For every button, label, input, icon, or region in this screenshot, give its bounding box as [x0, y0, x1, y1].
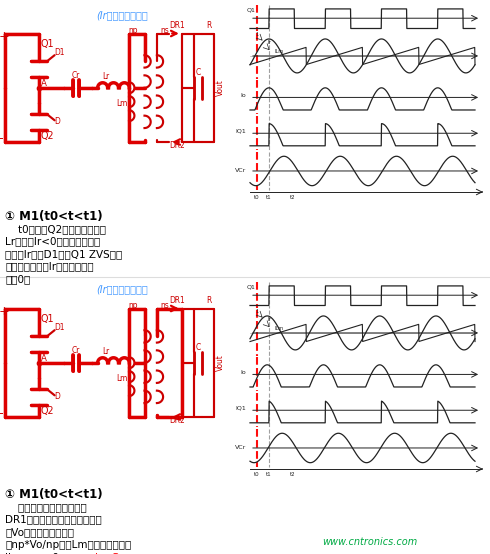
Text: IQ1: IQ1: [235, 406, 246, 411]
Text: t1: t1: [266, 472, 272, 477]
Text: 小到0。: 小到0。: [5, 274, 30, 284]
Text: DR2: DR2: [170, 141, 185, 150]
Text: Io: Io: [240, 370, 246, 375]
Text: (Ir从左向右为正）: (Ir从左向右为正）: [96, 10, 148, 20]
Text: DR1导通，副边电压即为输出电: DR1导通，副边电压即为输出电: [5, 515, 102, 525]
Text: D: D: [54, 392, 60, 401]
Text: ① M1(t0<t<t1): ① M1(t0<t<t1): [5, 488, 102, 501]
Text: t0: t0: [254, 195, 260, 200]
Text: Ir: Ir: [268, 317, 271, 322]
Text: Q1: Q1: [246, 7, 255, 12]
Text: t2: t2: [290, 472, 295, 477]
Text: -: -: [0, 132, 3, 145]
Text: 创造条件，并且Ir以正弦规律减: 创造条件，并且Ir以正弦规律减: [5, 261, 94, 271]
Text: Cr: Cr: [72, 346, 80, 355]
Text: DR2: DR2: [170, 416, 185, 424]
Text: 压Vo，则原边电压即为: 压Vo，则原边电压即为: [5, 527, 74, 537]
Text: t2: t2: [290, 195, 295, 200]
Text: Vout: Vout: [216, 355, 225, 371]
Text: ① M1(t0<t<t1): ① M1(t0<t<t1): [5, 210, 102, 223]
Text: 1: 1: [255, 309, 259, 314]
Text: （np*Vo/np），Lm上电压为定値，: （np*Vo/np），Lm上电压为定値，: [5, 540, 131, 550]
Text: DR1: DR1: [170, 21, 185, 30]
Text: t0时刻，Q2恰好关断，此时: t0时刻，Q2恰好关断，此时: [5, 224, 106, 234]
Text: A: A: [41, 79, 47, 88]
Text: Lm: Lm: [117, 374, 128, 383]
Text: Lr: Lr: [102, 347, 110, 356]
Text: D: D: [54, 117, 60, 126]
Text: ns: ns: [160, 301, 169, 310]
Text: np: np: [129, 26, 138, 35]
Text: R: R: [206, 296, 212, 305]
Text: D1: D1: [54, 322, 65, 332]
Text: 由电磁感应定律知，副边: 由电磁感应定律知，副边: [5, 502, 87, 512]
Text: +: +: [0, 305, 9, 318]
Text: D1: D1: [54, 48, 65, 57]
Text: VCr: VCr: [235, 445, 246, 450]
Text: VCr: VCr: [235, 168, 246, 173]
Text: Io: Io: [240, 93, 246, 98]
Text: Cr: Cr: [72, 71, 80, 80]
Text: Q2: Q2: [41, 406, 54, 416]
Text: Q1: Q1: [41, 314, 54, 324]
Text: A: A: [41, 353, 47, 363]
Text: R: R: [206, 21, 212, 30]
Text: Lm: Lm: [117, 99, 128, 107]
Text: ILm: ILm: [274, 326, 284, 331]
Text: www.cntronics.com: www.cntronics.com: [322, 537, 417, 547]
Text: 1: 1: [255, 32, 259, 37]
Text: Lr的电流Ir<0（从左向右记为: Lr的电流Ir<0（从左向右记为: [5, 237, 100, 247]
Text: Q2: Q2: [41, 131, 54, 141]
Text: 正）。Ir流经D1，为Q1 ZVS开通: 正）。Ir流经D1，为Q1 ZVS开通: [5, 249, 122, 259]
Text: C: C: [196, 68, 201, 77]
Text: ILm: ILm: [274, 49, 284, 54]
Text: t1: t1: [266, 195, 272, 200]
Text: C: C: [196, 343, 201, 352]
Text: Lr: Lr: [102, 73, 110, 81]
Text: Vout: Vout: [216, 79, 225, 96]
Text: -: -: [0, 407, 3, 420]
Text: Q1: Q1: [246, 284, 255, 289]
Text: np: np: [129, 301, 138, 310]
Text: IIm线性上升到0，此时: IIm线性上升到0，此时: [5, 552, 77, 554]
Text: Lr与Cr谐: Lr与Cr谐: [95, 552, 129, 554]
Text: +: +: [0, 30, 9, 43]
Text: Q1: Q1: [41, 39, 54, 49]
Text: ns: ns: [160, 26, 169, 35]
Text: t0: t0: [254, 472, 260, 477]
Text: IQ1: IQ1: [235, 129, 246, 134]
Text: (Ir从左向右为正）: (Ir从左向右为正）: [96, 284, 148, 294]
Text: Ir: Ir: [268, 40, 271, 45]
Text: DR1: DR1: [170, 296, 185, 305]
